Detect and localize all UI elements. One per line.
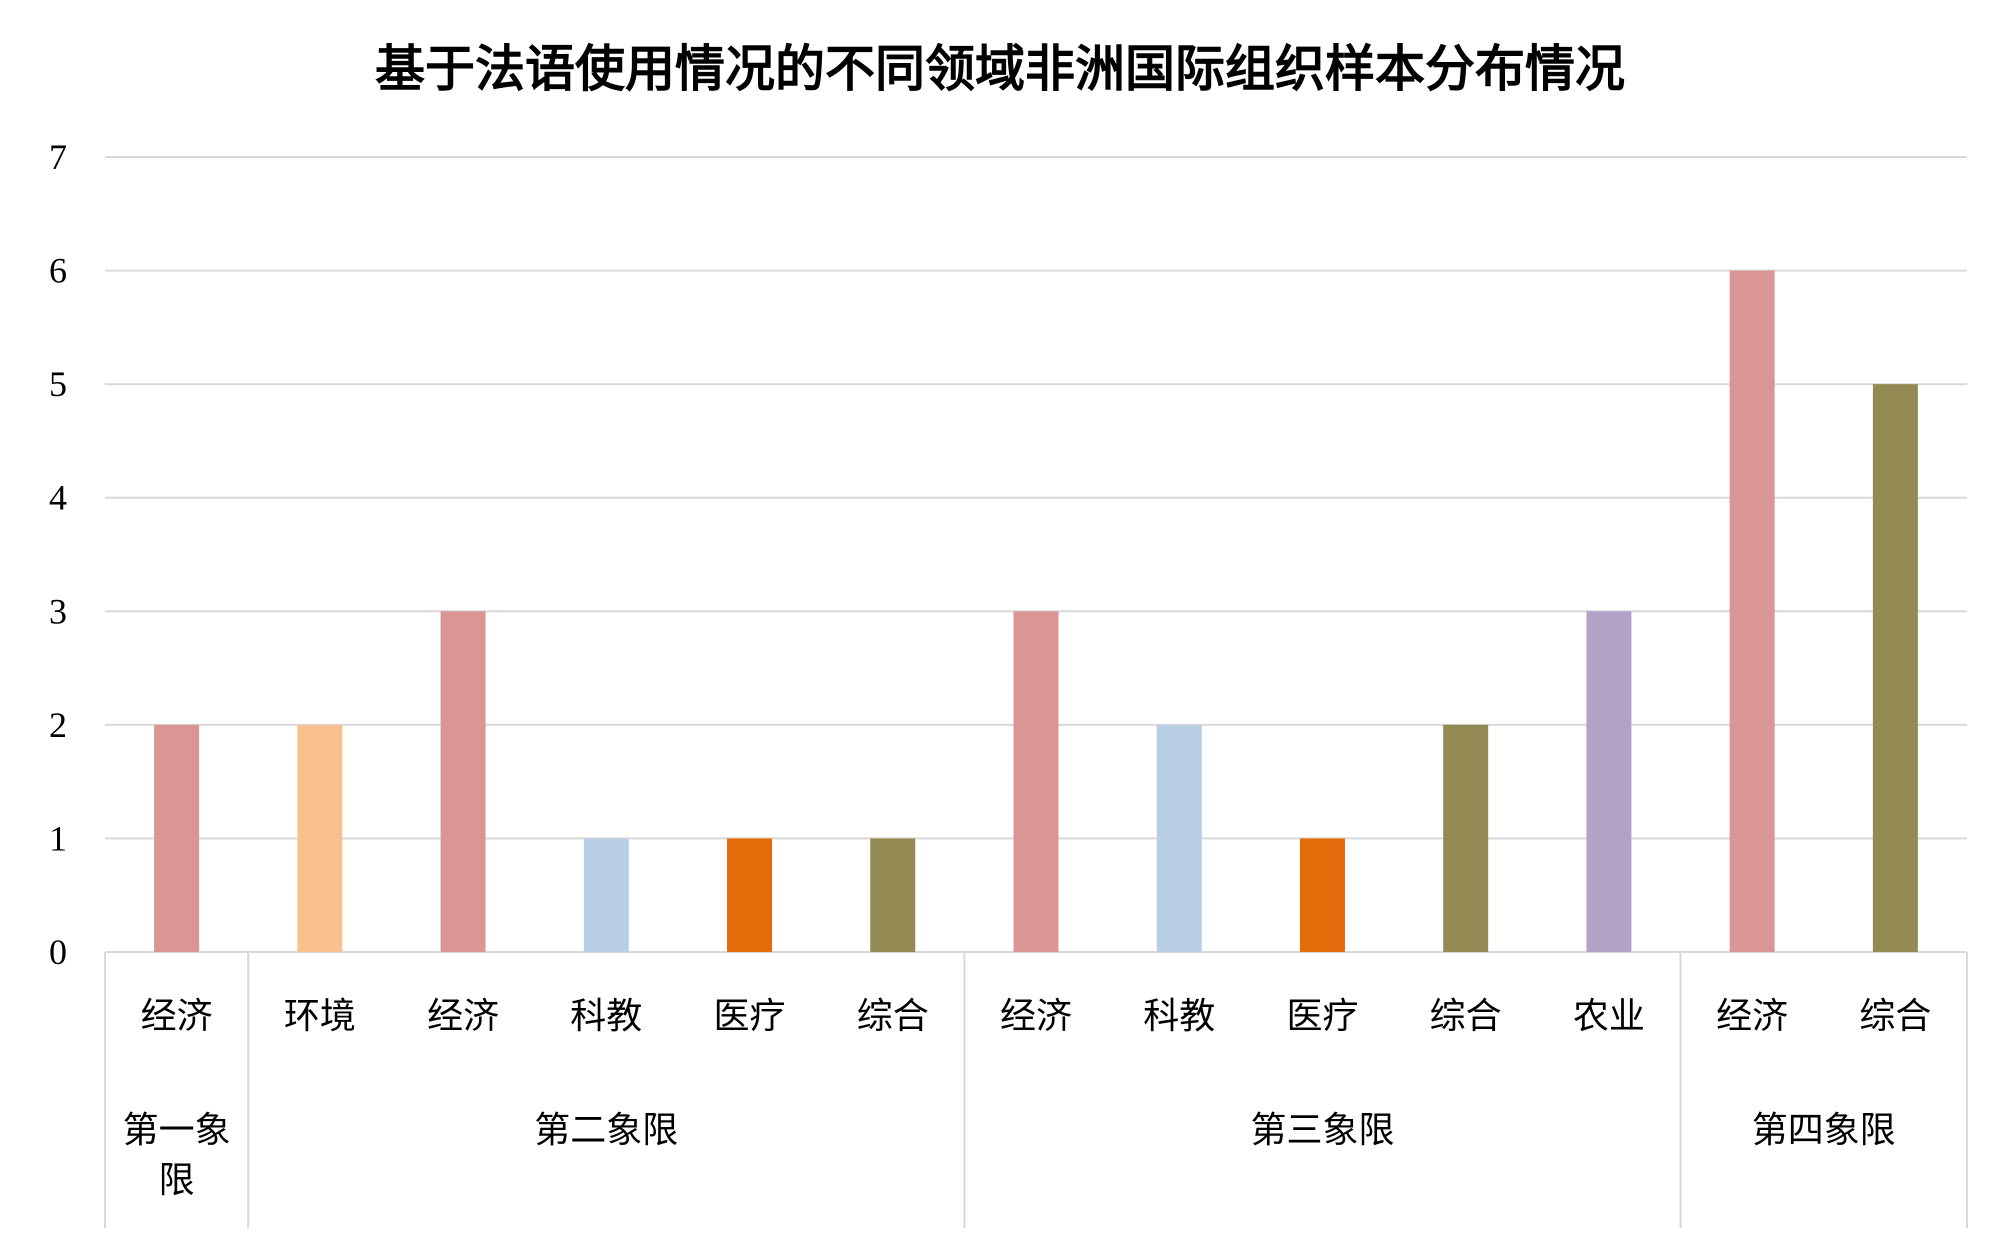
- y-tick-label: 7: [49, 137, 67, 177]
- x-category-label: 综合: [857, 996, 929, 1037]
- x-group-label: 第二象限: [534, 1110, 678, 1151]
- x-category-label: 医疗: [1286, 996, 1358, 1037]
- bar: [297, 724, 343, 952]
- bar: [1299, 838, 1345, 952]
- x-group-label: 第一象限: [123, 1110, 231, 1201]
- y-tick-label: 5: [49, 364, 67, 404]
- x-group-label: 第三象限: [1250, 1110, 1394, 1151]
- bar: [440, 611, 486, 952]
- x-category-label: 科教: [1143, 996, 1215, 1037]
- x-category-label: 经济: [141, 996, 213, 1037]
- y-axis-tick-labels: 0 1 2 3 4 5 6 7: [49, 137, 67, 972]
- bar: [1443, 724, 1489, 952]
- bar: [1872, 384, 1918, 953]
- y-tick-label: 2: [49, 705, 67, 745]
- bar: [1013, 611, 1059, 952]
- x-category-label: 综合: [1859, 996, 1931, 1037]
- bar: [583, 838, 629, 952]
- bar: [870, 838, 916, 952]
- bar: [727, 838, 773, 952]
- x-category-label: 综合: [1430, 996, 1502, 1037]
- y-tick-label: 0: [49, 932, 67, 972]
- x-category-label: 经济: [1716, 996, 1788, 1037]
- x-category-label: 科教: [570, 996, 642, 1037]
- y-tick-label: 3: [49, 591, 67, 631]
- x-category-label: 环境: [284, 996, 356, 1037]
- x-group-label: 第四象限: [1752, 1110, 1896, 1151]
- chart-title: 基于法语使用情况的不同领域非洲国际组织样本分布情况: [375, 39, 1625, 98]
- x-category-label: 经济: [427, 996, 499, 1037]
- y-tick-label: 6: [49, 251, 67, 291]
- x-category-label: 经济: [1000, 996, 1072, 1037]
- y-tick-label: 1: [49, 818, 67, 858]
- bar: [154, 724, 200, 952]
- x-category-label: 农业: [1573, 996, 1645, 1037]
- bar: [1586, 611, 1632, 952]
- bar: [1156, 724, 1202, 952]
- y-tick-label: 4: [49, 478, 67, 518]
- x-category-label: 医疗: [714, 996, 786, 1037]
- bars: [154, 270, 1918, 953]
- bar: [1729, 270, 1775, 953]
